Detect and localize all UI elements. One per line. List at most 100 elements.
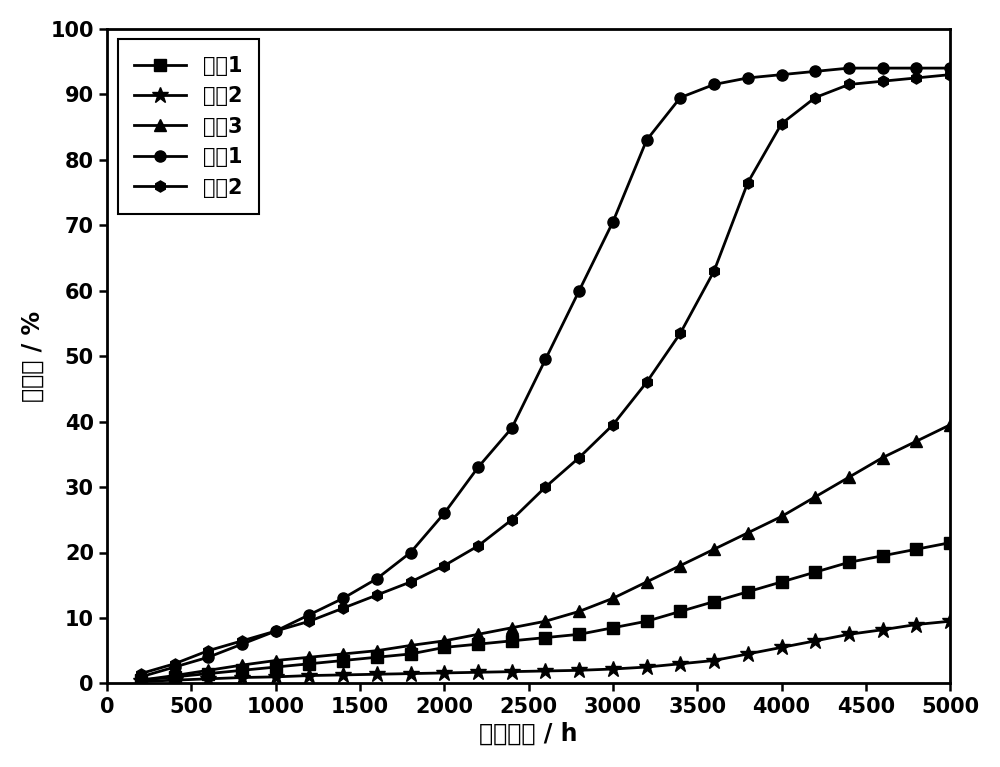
实例3 <box>877 453 889 463</box>
对比2 <box>169 659 181 668</box>
实例2 <box>371 670 383 679</box>
实例2 <box>607 664 619 673</box>
实例2 <box>270 672 282 681</box>
对比1 <box>202 653 214 662</box>
对比2 <box>303 617 315 626</box>
对比2 <box>371 591 383 600</box>
实例3 <box>303 653 315 662</box>
实例3 <box>337 650 349 659</box>
实例2 <box>472 668 484 677</box>
实例1 <box>539 633 551 642</box>
对比1 <box>135 672 147 681</box>
实例1 <box>877 551 889 561</box>
实例3 <box>776 512 788 521</box>
对比1 <box>506 423 518 433</box>
对比2 <box>202 646 214 655</box>
实例3 <box>607 594 619 603</box>
实例1 <box>506 637 518 646</box>
实例1 <box>944 538 956 548</box>
实例2 <box>506 667 518 676</box>
实例3 <box>843 472 855 482</box>
对比1 <box>674 93 686 102</box>
实例1 <box>371 653 383 662</box>
对比2 <box>539 482 551 492</box>
Y-axis label: 失光率 / %: 失光率 / % <box>21 311 45 402</box>
对比1 <box>944 64 956 73</box>
实例1 <box>607 623 619 632</box>
对比1 <box>843 64 855 73</box>
实例3 <box>573 607 585 616</box>
对比2 <box>944 70 956 79</box>
实例2 <box>843 630 855 639</box>
实例2 <box>169 676 181 685</box>
对比2 <box>674 328 686 337</box>
实例3 <box>742 528 754 538</box>
实例2 <box>742 650 754 659</box>
实例2 <box>303 671 315 680</box>
实例3 <box>910 436 922 446</box>
Line: 实例2: 实例2 <box>132 613 958 690</box>
对比2 <box>337 604 349 613</box>
实例2 <box>877 625 889 634</box>
对比1 <box>438 509 450 518</box>
实例2 <box>573 666 585 675</box>
对比1 <box>910 64 922 73</box>
对比2 <box>641 377 653 387</box>
实例1 <box>809 568 821 577</box>
实例3 <box>270 656 282 665</box>
对比2 <box>438 561 450 570</box>
对比2 <box>708 266 720 275</box>
实例2 <box>708 656 720 665</box>
对比2 <box>809 93 821 102</box>
实例3 <box>539 617 551 626</box>
对比2 <box>270 627 282 636</box>
实例3 <box>472 630 484 639</box>
实例1 <box>405 650 417 659</box>
对比2 <box>877 77 889 86</box>
对比2 <box>910 74 922 83</box>
对比1 <box>303 610 315 619</box>
实例2 <box>674 659 686 668</box>
对比2 <box>843 80 855 89</box>
Line: 对比2: 对比2 <box>135 69 956 679</box>
实例3 <box>169 671 181 680</box>
对比1 <box>371 574 383 583</box>
实例2 <box>809 637 821 646</box>
实例1 <box>303 659 315 668</box>
对比1 <box>877 64 889 73</box>
实例2 <box>405 669 417 678</box>
实例1 <box>236 666 248 675</box>
对比2 <box>405 578 417 587</box>
实例1 <box>573 630 585 639</box>
实例2 <box>776 643 788 652</box>
对比1 <box>337 594 349 603</box>
实例1 <box>270 663 282 672</box>
实例1 <box>472 640 484 649</box>
实例1 <box>843 558 855 567</box>
实例3 <box>236 660 248 670</box>
实例2 <box>135 676 147 686</box>
实例2 <box>944 617 956 626</box>
对比1 <box>641 136 653 145</box>
实例3 <box>674 561 686 570</box>
实例2 <box>641 663 653 672</box>
对比1 <box>742 74 754 83</box>
对比2 <box>776 119 788 128</box>
实例1 <box>674 607 686 616</box>
实例3 <box>405 641 417 650</box>
对比2 <box>742 178 754 187</box>
实例3 <box>438 637 450 646</box>
实例3 <box>944 420 956 430</box>
对比1 <box>809 67 821 76</box>
实例1 <box>742 588 754 597</box>
实例3 <box>708 545 720 554</box>
对比2 <box>506 515 518 525</box>
实例3 <box>202 666 214 675</box>
实例1 <box>910 545 922 554</box>
实例2 <box>539 667 551 676</box>
实例1 <box>169 672 181 681</box>
对比2 <box>236 637 248 646</box>
实例3 <box>809 492 821 502</box>
Line: 对比1: 对比1 <box>135 63 956 683</box>
实例3 <box>135 676 147 685</box>
